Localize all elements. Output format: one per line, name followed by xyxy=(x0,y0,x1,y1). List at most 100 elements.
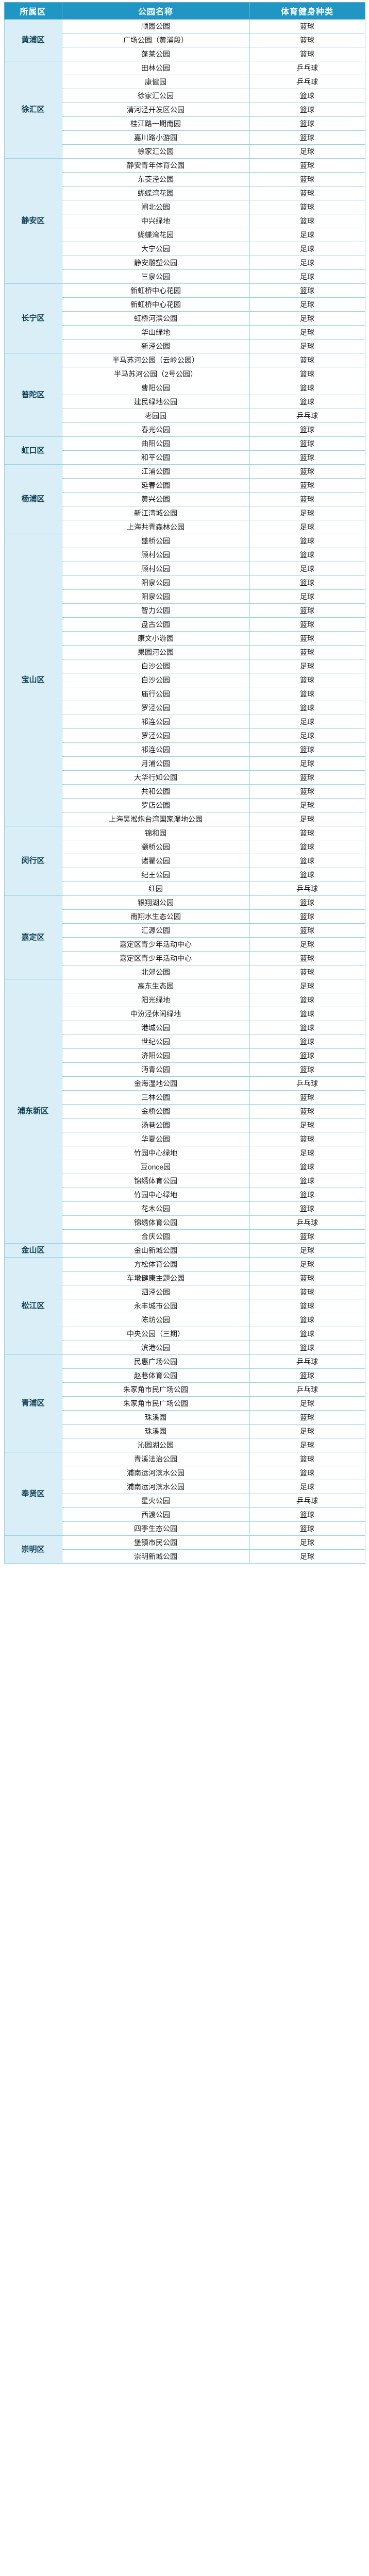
sport-type-cell: 乒乓球 xyxy=(249,1382,365,1397)
table-row: 嘉川路小游园 篮球 xyxy=(4,130,365,145)
sport-type-cell: 篮球 xyxy=(249,1035,365,1049)
sport-type-cell: 篮球 xyxy=(249,603,365,618)
sport-type-cell: 乒乓球 xyxy=(249,61,365,75)
park-name-cell: 豆once园 xyxy=(61,1160,250,1174)
sport-type-cell: 乒乓球 xyxy=(249,409,365,423)
park-name-cell: 新虹桥中心花园 xyxy=(61,297,250,312)
park-name-cell: 闸北公园 xyxy=(61,200,250,214)
district-cell: 闵行区 xyxy=(4,826,62,896)
sport-type-cell: 篮球 xyxy=(249,575,365,590)
sport-type-cell: 足球 xyxy=(249,1438,365,1452)
park-name-cell: 竹园中心绿地 xyxy=(61,1188,250,1202)
table-row: 新虹桥中心花园 足球 xyxy=(4,297,365,312)
park-name-cell: 新江湾城公园 xyxy=(61,506,250,520)
sport-type-cell: 篮球 xyxy=(249,826,365,840)
park-name-cell: 上海吴淞炮台湾国家湿地公园 xyxy=(61,812,250,826)
table-row: 华山绿地 足球 xyxy=(4,325,365,340)
sport-type-cell: 足球 xyxy=(249,325,365,340)
table-row: 宝山区 盛桥公园 篮球 xyxy=(4,534,365,826)
table-row: 顾村公园 足球 xyxy=(4,562,365,576)
table-row: 虹口区 曲阳公园 篮球 xyxy=(4,436,365,465)
table-row: 嘉定区青少年活动中心 足球 xyxy=(4,937,365,952)
table-row: 黄浦区 顺园公园 篮球 xyxy=(4,19,365,61)
sport-type-cell: 篮球 xyxy=(249,1271,365,1285)
park-name-cell: 顾村公园 xyxy=(61,562,250,576)
park-name-cell: 堡镇市民公园 xyxy=(61,1535,250,1550)
park-name-cell: 静安青年体育公园 xyxy=(61,158,250,173)
sport-type-cell: 篮球 xyxy=(249,534,365,548)
park-name-cell: 锦绣体育公园 xyxy=(61,1215,250,1230)
park-name-cell: 华夏公园 xyxy=(61,1132,250,1146)
sport-type-cell: 足球 xyxy=(249,1118,365,1132)
table-row: 普陀区 半马苏河公园（云岭公园） 篮球 xyxy=(4,353,365,437)
sport-type-cell: 篮球 xyxy=(249,687,365,701)
table-row: 合庆公园 篮球 xyxy=(4,1229,365,1244)
park-name-cell: 三泉公园 xyxy=(61,269,250,284)
park-name-cell: 方松体育公园 xyxy=(61,1257,250,1272)
table-row: 珠溪园 篮球 xyxy=(4,1410,365,1425)
sport-type-cell: 乒乓球 xyxy=(249,1354,365,1369)
sport-type-cell: 篮球 xyxy=(249,742,365,757)
table-row: 智力公园 篮球 xyxy=(4,603,365,618)
table-row: 红园 乒乓球 xyxy=(4,882,365,896)
park-name-cell: 延春公园 xyxy=(61,478,250,493)
sport-type-cell: 篮球 xyxy=(249,965,365,979)
sport-type-cell: 篮球 xyxy=(249,172,365,187)
park-name-cell: 智力公园 xyxy=(61,603,250,618)
sport-type-cell: 篮球 xyxy=(249,283,365,298)
table-row: 罗泾公园 足球 xyxy=(4,728,365,743)
park-name-cell: 曹阳公园 xyxy=(61,381,250,395)
sport-type-cell: 篮球 xyxy=(249,1285,365,1299)
park-name-cell: 金桥公园 xyxy=(61,1104,250,1118)
park-name-cell: 世纪公园 xyxy=(61,1035,250,1049)
sport-type-cell: 足球 xyxy=(249,311,365,326)
park-name-cell: 竹园中心绿地 xyxy=(61,1146,250,1160)
table-row: 中汾泾休闲绿地 篮球 xyxy=(4,1007,365,1021)
sport-type-cell: 足球 xyxy=(249,339,365,353)
sport-type-cell: 足球 xyxy=(249,728,365,743)
table-row: 庙行公园 篮球 xyxy=(4,687,365,701)
sport-type-cell: 篮球 xyxy=(249,770,365,785)
table-header-row: 所属区 公园名称 体育健身种类 xyxy=(4,2,365,20)
park-name-cell: 颛桥公园 xyxy=(61,840,250,854)
sport-type-cell: 篮球 xyxy=(249,1188,365,1202)
table-row: 半马苏河公园（2号公园） 篮球 xyxy=(4,367,365,381)
park-name-cell: 顺园公园 xyxy=(61,19,250,33)
sport-type-cell: 篮球 xyxy=(249,645,365,659)
table-row: 朱家角市民广场公园 足球 xyxy=(4,1396,365,1411)
park-name-cell: 顾村公园 xyxy=(61,548,250,562)
park-name-cell: 滨港公园 xyxy=(61,1341,250,1355)
sport-type-cell: 足球 xyxy=(249,1535,365,1550)
park-name-cell: 沔青公园 xyxy=(61,1062,250,1077)
table-row: 月浦公园 足球 xyxy=(4,756,365,771)
table-row: 沁园湖公园 足球 xyxy=(4,1438,365,1452)
sport-type-cell: 乒乓球 xyxy=(249,1215,365,1230)
district-cell: 黄浦区 xyxy=(4,19,62,61)
park-name-cell: 北郊公园 xyxy=(61,965,250,979)
park-name-cell: 诸翟公园 xyxy=(61,854,250,868)
park-name-cell: 白沙公园 xyxy=(61,659,250,673)
park-name-cell: 庙行公园 xyxy=(61,687,250,701)
park-name-cell: 清河泾开发区公园 xyxy=(61,103,250,117)
table-row: 汇源公园 篮球 xyxy=(4,923,365,938)
table-row: 康健园 乒乓球 xyxy=(4,75,365,89)
table-row: 三泉公园 足球 xyxy=(4,269,365,284)
table-row: 崇明区 堡镇市民公园 足球 xyxy=(4,1535,365,1564)
park-name-cell: 浦南运河滨水公园 xyxy=(61,1466,250,1480)
table-row: 建民绿地公园 篮球 xyxy=(4,395,365,409)
district-cell: 宝山区 xyxy=(4,534,62,826)
district-cell: 长宁区 xyxy=(4,283,62,353)
column-header-sport: 体育健身种类 xyxy=(249,2,365,20)
column-header-name: 公园名称 xyxy=(61,2,250,20)
sport-type-cell: 足球 xyxy=(249,659,365,673)
sport-type-cell: 篮球 xyxy=(249,186,365,200)
park-name-cell: 阳泉公园 xyxy=(61,589,250,604)
park-name-cell: 浦南运河滨水公园 xyxy=(61,1480,250,1494)
sport-type-cell: 篮球 xyxy=(249,130,365,145)
park-name-cell: 锦和园 xyxy=(61,826,250,840)
table-row: 春光公园 篮球 xyxy=(4,422,365,437)
table-row: 盘古公园 篮球 xyxy=(4,617,365,632)
district-cell: 奉贤区 xyxy=(4,1452,62,1536)
park-name-cell: 汇源公园 xyxy=(61,923,250,938)
sport-type-cell: 足球 xyxy=(249,715,365,729)
